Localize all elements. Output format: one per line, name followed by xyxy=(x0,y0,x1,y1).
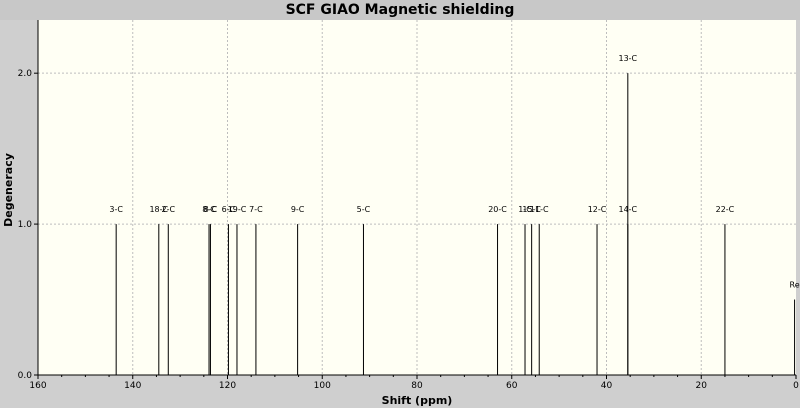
tick-marks: 0.0 1.0 2.0 160 140 120 100 80 60 40 20 0 xyxy=(18,69,799,391)
x-tick-label: 60 xyxy=(506,381,518,391)
x-tick-label: 0 xyxy=(793,381,799,391)
peak-label: 19-C xyxy=(228,205,247,214)
peak-label: 14-C xyxy=(618,205,637,214)
y-tick-label: 0.0 xyxy=(18,371,33,381)
peak-label: 15-C xyxy=(522,205,541,214)
y-axis-label: Degeneracy xyxy=(2,153,15,227)
peak-label: Re xyxy=(790,281,800,290)
x-tick-label: 100 xyxy=(314,381,331,391)
x-tick-label: 160 xyxy=(29,381,46,391)
peak-label: 6-C xyxy=(222,205,236,214)
x-tick-label: 140 xyxy=(124,381,141,391)
peak-label: 8-C xyxy=(202,205,216,214)
peak-label: 3-C xyxy=(109,205,123,214)
x-tick-label: 40 xyxy=(601,381,613,391)
peak-label: 1-C xyxy=(518,205,532,214)
peak-label: 12-C xyxy=(588,205,607,214)
peak-label: 2-C xyxy=(162,205,176,214)
peak-label: 11-C xyxy=(530,205,549,214)
peak-label: 5-C xyxy=(357,205,371,214)
peak-label: 9-C xyxy=(291,205,305,214)
x-tick-label: 120 xyxy=(219,381,236,391)
chart-title: SCF GIAO Magnetic shielding xyxy=(0,0,800,20)
peak-label: 18-C xyxy=(149,205,168,214)
y-tick-label: 2.0 xyxy=(18,69,33,79)
peak-label: 13-C xyxy=(618,54,637,63)
y-tick-label: 1.0 xyxy=(18,220,33,230)
grid-lines xyxy=(38,20,796,375)
x-tick-label: 80 xyxy=(411,381,423,391)
peak-label: 22-C xyxy=(716,205,735,214)
peak-label: 7-C xyxy=(249,205,263,214)
peaks: 3-C 18-C2-C 8-C8-C 6-C19-C 7-C 9-C 5-C 20-C 1-C1… xyxy=(109,54,800,375)
peak-label: 20-C xyxy=(488,205,507,214)
x-tick-label: 20 xyxy=(696,381,708,391)
peak-label: 8-C xyxy=(204,205,218,214)
x-axis-label: Shift (ppm) xyxy=(382,394,453,407)
